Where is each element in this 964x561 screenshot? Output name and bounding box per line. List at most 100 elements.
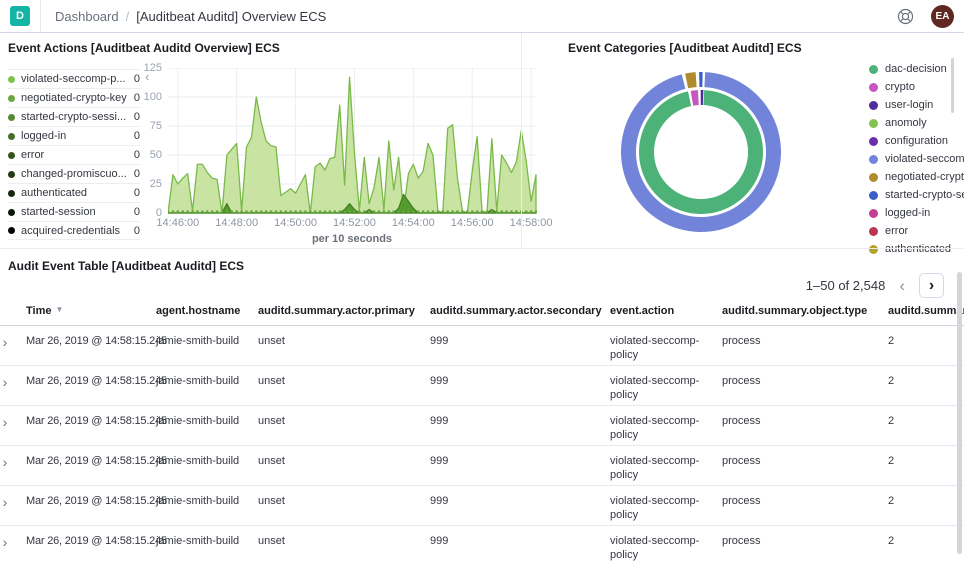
pagination-next-button[interactable]: ›: [919, 273, 944, 298]
donut-slice-negotiated-crypto-key[interactable]: [685, 72, 697, 89]
column-header-object-type: auditd.summary.object.type: [720, 299, 886, 326]
donut-slice-dac-decision[interactable]: [639, 90, 764, 214]
cell-summary: 2: [886, 445, 964, 486]
cell-time: Mar 26, 2019 @ 14:58:15.245: [24, 365, 167, 406]
zero-series-marker: [470, 210, 474, 213]
legend-item[interactable]: error 0: [8, 145, 140, 164]
legend-item[interactable]: violated-seccomp-p... 0: [8, 69, 140, 88]
legend-item[interactable]: violated-seccomp...: [869, 150, 964, 168]
y-tick-label: 50: [149, 149, 162, 161]
column-header-time[interactable]: Time ▼: [24, 299, 154, 326]
app-logo[interactable]: D: [10, 6, 30, 26]
legend-item[interactable]: authenticated 0: [8, 183, 140, 202]
zero-series-marker: [480, 210, 484, 213]
nav-right: EA: [897, 4, 954, 28]
legend-item[interactable]: crypto: [869, 78, 964, 96]
zero-series-marker: [294, 210, 297, 213]
column-header-summary: auditd.summary: [886, 299, 964, 326]
donut-slice-started-crypto-session[interactable]: [699, 72, 703, 88]
zero-series-marker: [289, 210, 292, 213]
legend-item[interactable]: dac-decision: [869, 60, 964, 78]
legend-dot-icon: [869, 64, 878, 74]
expand-row-chevron-icon[interactable]: ›: [2, 534, 8, 550]
zero-series-marker: [392, 210, 396, 213]
user-avatar[interactable]: EA: [931, 4, 954, 28]
zero-series-marker: [377, 210, 381, 213]
expand-row-chevron-icon[interactable]: ›: [2, 334, 8, 350]
legend-label: negotiated-crypto...: [885, 171, 964, 183]
event-categories-legend: dac-decision crypto user-login anomoly c…: [869, 60, 964, 258]
legend-item[interactable]: started-session 0: [8, 202, 140, 221]
legend-dot-icon: [8, 113, 15, 121]
legend-dot-icon: [8, 189, 15, 197]
legend-label: changed-promiscuo...: [21, 168, 127, 180]
zero-series-marker: [201, 210, 204, 213]
zero-series-marker: [176, 210, 180, 213]
event-actions-area-chart: 0 25 50 75 100 125 14:46:00 14:48:00 14:50:00 14…: [144, 62, 553, 245]
donut-slice-user-login[interactable]: [700, 89, 704, 106]
legend-value: 0: [133, 73, 140, 85]
breadcrumb-dashboard[interactable]: Dashboard: [55, 8, 119, 24]
page-scrollbar[interactable]: [957, 272, 962, 554]
cell-event-action: violated-seccomp-policy: [608, 405, 720, 446]
zero-series-marker: [524, 210, 528, 213]
legend-label: started-session: [21, 206, 96, 218]
table-row: › Mar 26, 2019 @ 14:58:15.245 jamie-smit…: [0, 405, 964, 446]
legend-item[interactable]: error: [869, 222, 964, 240]
legend-dot-icon: [869, 100, 878, 110]
cell-event-action: violated-seccomp-policy: [608, 445, 720, 486]
table-row: › Mar 26, 2019 @ 14:58:15.245 jamie-smit…: [0, 525, 964, 561]
cell-actor-primary: unset: [256, 325, 428, 366]
zero-series-marker: [250, 210, 253, 213]
zero-series-marker: [220, 210, 224, 213]
zero-series-marker: [166, 210, 170, 213]
legend-item[interactable]: anomoly: [869, 114, 964, 132]
legend-label: dac-decision: [885, 63, 947, 75]
breadcrumb-separator: /: [125, 8, 130, 24]
zero-series-marker: [205, 210, 209, 213]
zero-series-marker: [255, 210, 258, 213]
event-actions-legend: violated-seccomp-p... 0 negotiated-crypt…: [8, 69, 140, 240]
legend-item[interactable]: configuration: [869, 132, 964, 150]
legend-item[interactable]: logged-in 0: [8, 126, 140, 145]
breadcrumb: Dashboard / [Auditbeat Auditd] Overview …: [55, 9, 326, 24]
legend-item[interactable]: changed-promiscuo... 0: [8, 164, 140, 183]
area-series-violated-seccomp-policy[interactable]: [167, 76, 537, 214]
zero-series-marker: [431, 210, 435, 213]
legend-scrollbar[interactable]: [951, 58, 954, 113]
legend-item[interactable]: negotiated-crypto-key 0: [8, 88, 140, 107]
legend-label: error: [885, 225, 909, 237]
cell-event-action: violated-seccomp-policy: [608, 525, 720, 561]
expand-row-chevron-icon[interactable]: ›: [2, 374, 8, 390]
zero-series-marker: [348, 210, 351, 213]
legend-value: 0: [133, 92, 140, 104]
legend-collapse-chevron-icon[interactable]: ‹: [145, 69, 150, 84]
donut-slice-crypto[interactable]: [690, 90, 699, 106]
legend-dot-icon: [8, 75, 15, 83]
expand-row-chevron-icon[interactable]: ›: [2, 414, 8, 430]
pagination-prev-button[interactable]: ‹: [899, 276, 905, 295]
help-button[interactable]: [897, 7, 915, 25]
legend-item[interactable]: acquired-credentials 0: [8, 221, 140, 240]
cell-object-type: process: [720, 525, 886, 561]
top-nav: D Dashboard / [Auditbeat Auditd] Overvie…: [0, 0, 964, 33]
legend-item[interactable]: started-crypto-sessi... 0: [8, 107, 140, 126]
cell-actor-secondary: 999: [428, 325, 608, 366]
legend-item[interactable]: logged-in: [869, 204, 964, 222]
zero-series-marker: [515, 210, 518, 213]
legend-label: error: [21, 149, 45, 161]
legend-dot-icon: [869, 82, 878, 92]
expand-row-chevron-icon[interactable]: ›: [2, 454, 8, 470]
cell-actor-secondary: 999: [428, 525, 608, 561]
cell-hostname: jamie-smith-build: [154, 525, 256, 561]
legend-item[interactable]: user-login: [869, 96, 964, 114]
legend-item[interactable]: authenticated: [869, 240, 964, 258]
legend-label: logged-in: [885, 207, 931, 219]
legend-item[interactable]: started-crypto-se...: [869, 186, 964, 204]
expand-row-chevron-icon[interactable]: ›: [2, 494, 8, 510]
area-series-negotiated-crypto-key[interactable]: [167, 193, 537, 214]
panel-event-actions: Event Actions [Auditbeat Auditd Overview…: [0, 33, 552, 248]
legend-item[interactable]: negotiated-crypto...: [869, 168, 964, 186]
expand-column-header: [0, 299, 24, 326]
zero-series-marker: [426, 210, 430, 213]
